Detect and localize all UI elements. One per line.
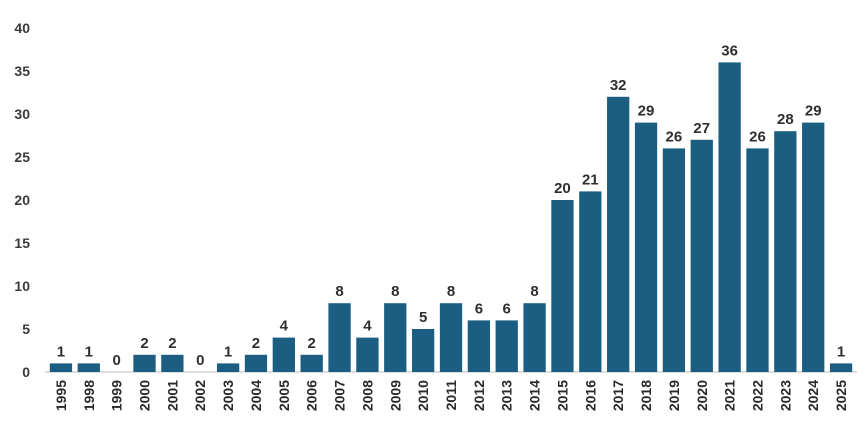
bars — [49, 62, 853, 373]
y-tick-label: 0 — [22, 364, 30, 380]
bar-2006 — [300, 354, 323, 372]
x-axis: 1995 1998 1999 2000 2001 2002 2003 2004 2005 2006… — [53, 380, 849, 411]
x-tick-label-2009: 2009 — [387, 380, 403, 411]
y-tick-label: 5 — [22, 321, 30, 337]
x-tick-label-2020: 2020 — [694, 380, 710, 411]
bar-2010 — [411, 329, 435, 372]
data-label-2024: 29 — [805, 103, 822, 120]
bar-2017 — [607, 96, 630, 373]
bar-2003 — [216, 363, 240, 372]
bar-2005 — [272, 337, 295, 372]
x-tick-label-2022: 2022 — [749, 380, 765, 411]
bar-2021 — [718, 62, 741, 373]
data-label-2020: 27 — [693, 120, 710, 137]
bar-2020 — [690, 139, 713, 372]
bar-2000 — [133, 354, 156, 372]
x-tick-label-2003: 2003 — [220, 380, 236, 411]
x-tick-label-2024: 2024 — [805, 380, 821, 411]
x-tick-label-2005: 2005 — [276, 380, 292, 411]
x-tick-label-2023: 2023 — [777, 380, 793, 411]
data-label-2013: 6 — [503, 300, 511, 317]
data-label-2016: 21 — [582, 171, 599, 188]
bar-2018 — [634, 122, 658, 372]
x-tick-label-2001: 2001 — [164, 380, 180, 411]
bar-1995 — [49, 363, 73, 372]
data-label-2006: 2 — [308, 335, 316, 352]
x-tick-label-2013: 2013 — [499, 380, 515, 411]
x-tick-label-2018: 2018 — [638, 380, 654, 411]
x-tick-label-2014: 2014 — [527, 380, 543, 411]
x-tick-label-2015: 2015 — [554, 380, 570, 411]
x-tick-label-2007: 2007 — [332, 380, 348, 411]
bar-2022 — [746, 148, 769, 372]
x-tick-label-2025: 2025 — [833, 380, 849, 411]
data-label-1995: 1 — [57, 343, 65, 360]
x-tick-label-1995: 1995 — [53, 380, 69, 411]
x-tick-label-2021: 2021 — [722, 380, 738, 411]
x-tick-label-2002: 2002 — [192, 380, 208, 411]
data-label-2021: 36 — [721, 42, 738, 59]
x-tick-label-2011: 2011 — [443, 380, 459, 411]
bar-2004 — [244, 354, 268, 372]
data-label-2002: 0 — [196, 352, 204, 369]
data-label-2015: 20 — [554, 180, 571, 197]
data-label-2012: 6 — [475, 300, 483, 317]
bar-2007 — [328, 303, 351, 372]
bar-2008 — [356, 337, 379, 372]
y-tick-label: 40 — [14, 20, 30, 36]
x-tick-label-1999: 1999 — [109, 380, 125, 411]
bar-2023 — [774, 131, 797, 372]
bar-2016 — [579, 191, 602, 372]
bar-1998 — [77, 363, 100, 372]
data-label-2005: 4 — [280, 318, 289, 335]
x-tick-label-2006: 2006 — [304, 380, 320, 411]
x-tick-label-1998: 1998 — [81, 380, 97, 411]
y-tick-label: 25 — [14, 149, 30, 165]
bar-2012 — [467, 320, 491, 372]
data-label-2010: 5 — [419, 309, 427, 326]
data-label-2023: 28 — [777, 111, 794, 128]
data-label-2022: 26 — [749, 128, 766, 145]
data-label-2004: 2 — [252, 335, 260, 352]
x-tick-label-2012: 2012 — [471, 380, 487, 411]
bar-2013 — [495, 320, 518, 372]
y-tick-label: 20 — [14, 192, 30, 208]
data-label-2009: 8 — [391, 283, 399, 300]
y-tick-label: 35 — [14, 63, 30, 79]
x-tick-label-2008: 2008 — [359, 380, 375, 411]
data-label-2018: 29 — [638, 103, 655, 120]
data-label-2007: 8 — [335, 283, 343, 300]
y-tick-label: 10 — [14, 278, 30, 294]
data-label-2003: 1 — [224, 343, 232, 360]
y-axis: 0 5 10 15 20 25 30 35 40 — [14, 20, 30, 380]
data-label-2014: 8 — [530, 283, 538, 300]
data-label-2019: 26 — [666, 128, 683, 145]
x-tick-label-2019: 2019 — [666, 380, 682, 411]
x-tick-label-2016: 2016 — [582, 380, 598, 411]
x-tick-label-2004: 2004 — [248, 380, 264, 411]
bar-2011 — [439, 303, 463, 372]
bar-2019 — [662, 148, 686, 372]
y-tick-label: 30 — [14, 106, 30, 122]
bar-2001 — [161, 354, 184, 372]
data-label-2011: 8 — [447, 283, 455, 300]
data-label-2025: 1 — [837, 343, 845, 360]
bar-2025 — [829, 363, 853, 372]
bar-2009 — [384, 303, 407, 372]
x-tick-label-2010: 2010 — [415, 380, 431, 411]
data-label-1998: 1 — [85, 343, 93, 360]
bar-2015 — [551, 200, 574, 372]
x-tick-label-2000: 2000 — [137, 380, 153, 411]
bar-2014 — [523, 303, 546, 372]
data-label-2000: 2 — [140, 335, 148, 352]
data-label-2008: 4 — [363, 318, 372, 335]
y-tick-label: 15 — [14, 235, 30, 251]
x-tick-label-2017: 2017 — [610, 380, 626, 411]
data-label-1999: 0 — [112, 352, 120, 369]
data-label-2017: 32 — [610, 77, 627, 94]
bar-2024 — [802, 122, 825, 372]
data-label-2001: 2 — [168, 335, 176, 352]
